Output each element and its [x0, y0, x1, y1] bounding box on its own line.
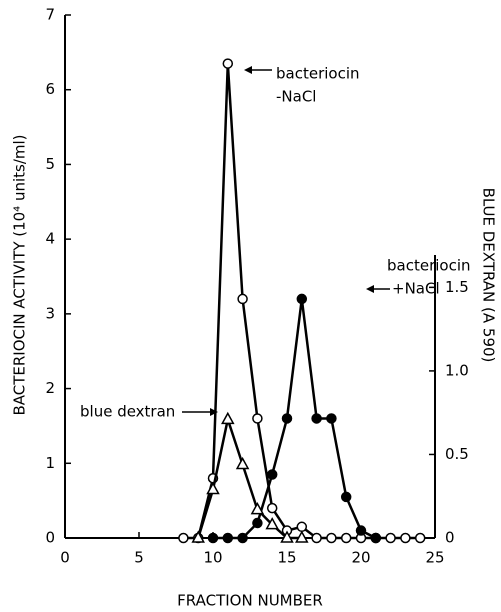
y-tick-label: 7 — [45, 6, 55, 24]
y-tick-label: 0 — [45, 529, 55, 547]
annotation: blue dextran — [80, 403, 175, 421]
marker — [281, 413, 293, 424]
y2-axis-title: BLUE DEXTRAN (A 590) — [480, 188, 498, 363]
marker — [237, 532, 248, 544]
x-tick-label: 10 — [203, 549, 222, 567]
marker — [266, 502, 278, 514]
series-line — [213, 298, 377, 540]
marker — [385, 532, 396, 544]
marker — [207, 532, 219, 544]
marker — [206, 481, 220, 495]
marker — [400, 532, 411, 544]
y2-tick-label: 0 — [445, 529, 455, 547]
marker — [311, 413, 322, 424]
marker — [340, 491, 352, 503]
y-tick-label: 5 — [45, 155, 55, 173]
arrow-head — [366, 285, 374, 293]
marker — [266, 469, 278, 480]
marker — [311, 532, 322, 544]
marker — [235, 456, 250, 470]
marker — [296, 293, 308, 305]
y-tick-label: 4 — [45, 230, 55, 248]
annotation: +NaCl — [392, 280, 440, 298]
y-tick-label: 2 — [45, 379, 55, 397]
x-tick-label: 15 — [277, 549, 296, 567]
y-tick-label: 3 — [45, 304, 55, 322]
marker — [355, 525, 367, 536]
y-tick-label: 1 — [45, 454, 55, 472]
y-tick-label: 6 — [45, 80, 55, 98]
marker — [250, 502, 265, 515]
marker — [370, 532, 382, 544]
marker — [252, 517, 263, 529]
y2-tick-label: 1.0 — [445, 361, 469, 379]
y-axis-title: BACTERIOCIN ACTIVITY (10⁴ units/ml) — [11, 134, 29, 415]
marker — [222, 58, 234, 69]
marker — [280, 530, 294, 543]
x-tick-label: 25 — [425, 549, 444, 567]
annotation: -NaCl — [276, 88, 316, 106]
x-tick-label: 0 — [60, 549, 70, 567]
marker — [222, 532, 234, 544]
annotation: bacteriocin — [276, 65, 360, 83]
marker — [295, 530, 309, 543]
marker — [252, 413, 263, 424]
y2-tick-label: 1.5 — [445, 278, 469, 296]
marker — [296, 521, 308, 533]
marker — [178, 532, 189, 544]
marker — [340, 532, 352, 544]
marker — [191, 530, 205, 543]
arrow-head — [210, 408, 218, 416]
marker — [326, 532, 337, 544]
y2-tick-label: 0.5 — [445, 445, 469, 463]
marker — [326, 413, 337, 424]
marker — [221, 411, 235, 425]
x-tick-label: 20 — [351, 549, 370, 567]
marker — [414, 532, 426, 544]
marker — [265, 517, 279, 530]
x-tick-label: 5 — [134, 549, 144, 567]
annotation: bacteriocin — [387, 257, 471, 275]
arrow-head — [244, 66, 252, 74]
x-axis-title: FRACTION NUMBER — [177, 592, 323, 610]
marker — [237, 293, 248, 305]
